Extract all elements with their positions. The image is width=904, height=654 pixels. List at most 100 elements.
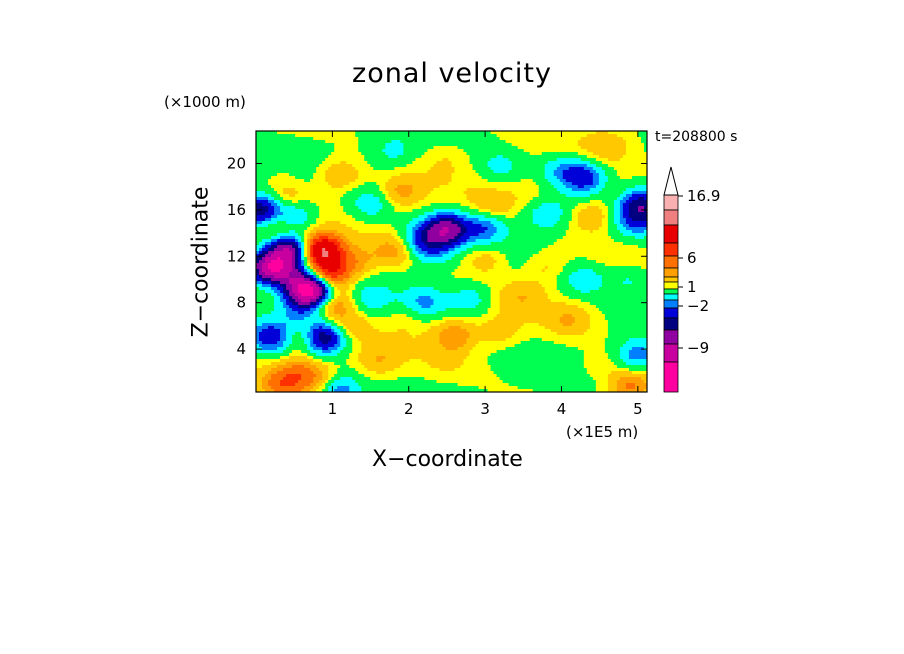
field-cell [418,215,423,219]
field-cell [613,200,618,204]
field-cell [472,188,477,192]
field-cell [562,194,567,198]
field-cell [259,191,263,195]
field-cell [436,221,441,225]
field-cell [439,140,444,144]
field-cell [631,131,636,135]
field-cell [274,176,278,180]
field-cell [490,131,495,135]
field-cell [418,188,423,192]
field-cell [376,176,380,180]
field-cell [487,167,492,171]
field-cell [259,194,263,198]
field-cell [523,188,528,192]
field-cell [436,161,441,165]
field-cell [469,164,474,168]
field-cell [265,191,269,195]
field-cell [556,224,561,228]
field-cell [565,218,570,222]
field-cell [472,206,477,210]
field-cell [487,191,492,195]
field-cell [445,161,450,165]
field-cell [484,218,489,222]
field-cell [316,203,320,207]
field-cell [550,191,555,195]
field-cell [280,236,284,240]
field-cell [277,143,281,147]
field-cell [544,146,549,150]
field-cell [511,215,516,219]
field-cell [529,176,534,180]
field-cell [556,185,561,189]
field-cell [271,149,275,153]
field-cell [592,215,597,219]
field-cell [571,161,576,165]
field-cell [481,215,486,219]
field-cell [349,176,353,180]
field-cell [391,209,395,213]
field-cell [592,191,597,195]
field-cell [340,239,344,243]
field-cell [256,218,260,222]
field-cell [295,212,299,216]
field-cell [376,164,380,168]
field-cell [388,233,392,237]
field-cell [610,209,615,213]
field-cell [361,212,365,216]
field-cell [553,209,558,213]
field-cell [550,218,555,222]
field-cell [328,179,332,183]
field-cell [532,230,537,234]
field-cell [397,209,401,213]
field-cell [517,137,522,141]
field-cell [586,215,591,219]
field-cell [514,149,519,153]
field-cell [349,197,353,201]
field-cell [556,218,561,222]
field-cell [370,194,374,198]
field-cell [298,185,302,189]
field-cell [535,236,540,240]
field-cell [433,134,438,138]
field-cell [280,218,284,222]
field-cell [364,158,368,162]
field-cell [502,131,507,135]
field-cell [589,131,594,135]
field-cell [259,221,263,225]
field-cell [457,158,462,162]
field-cell [520,191,525,195]
field-cell [463,206,468,210]
field-cell [529,230,534,234]
field-cell [427,176,432,180]
field-cell [265,203,269,207]
field-cell [622,197,627,201]
field-cell [523,227,528,231]
field-cell [349,191,353,195]
field-cell [430,239,435,243]
field-cell [556,179,561,183]
field-cell [535,197,540,201]
field-cell [349,164,353,168]
field-cell [382,152,386,156]
field-cell [394,239,398,243]
field-cell [475,161,480,165]
field-cell [511,182,516,186]
field-cell [274,182,278,186]
field-cell [592,227,597,231]
field-cell [382,167,386,171]
field-cell [478,170,483,174]
field-cell [304,230,308,234]
field-cell [280,182,284,186]
field-cell [610,131,615,135]
field-cell [394,149,398,153]
field-cell [622,233,627,237]
field-cell [523,209,528,213]
field-cell [511,143,516,147]
field-cell [397,215,401,219]
field-cell [460,170,465,174]
field-cell [343,164,347,168]
field-cell [256,161,260,165]
field-cell [490,167,495,171]
field-cell [634,218,639,222]
field-cell [352,230,356,234]
